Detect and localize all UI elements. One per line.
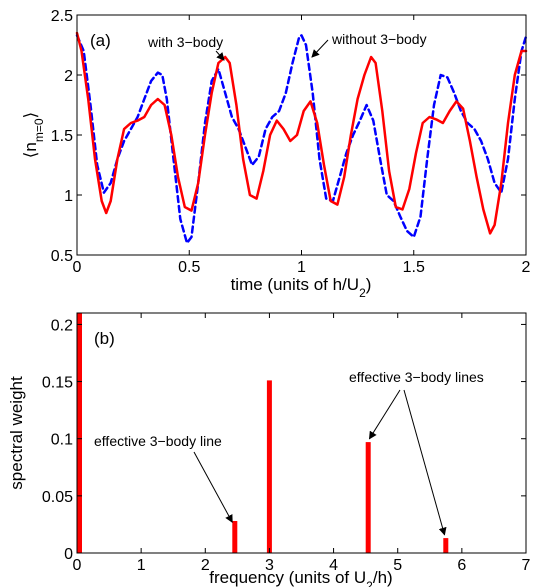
panel-b-ticks: 0 1 2 3 4 5 6 7 0 0.05 0.1 0.15 0.2 (42, 313, 531, 574)
panel-b-y-tick-label: 0.2 (51, 317, 73, 334)
spectral-bar (266, 380, 272, 553)
spectral-bar (365, 442, 371, 553)
spectral-bar (77, 313, 82, 553)
panel-a-label: (a) (90, 31, 111, 50)
panel-b-y-tick-label: 0 (64, 546, 73, 563)
panel-b-x-tick-label: 4 (329, 557, 338, 574)
series-without-3-body-line (75, 34, 528, 245)
panel-a-plot-area (75, 31, 528, 245)
annotation-effective-3-body-lines-arrow-1 (368, 389, 401, 440)
panel-a-y-tick-label: 2.5 (51, 8, 73, 25)
annotation-effective-3-body-lines: effective 3−body lines (349, 369, 484, 385)
panel-a-x-tick-label: 0.5 (178, 259, 200, 276)
panel-a-x-tick-label: 1.5 (403, 259, 425, 276)
panel-a-ticks: 0 0.5 1 1.5 20.511.522.5 (51, 8, 531, 276)
panel-b-x-tick-label: 3 (265, 557, 274, 574)
panel-b-y-axis-label: spectral weight (7, 376, 26, 490)
spectral-bar (443, 538, 449, 553)
annotation-without-3-body-arrow (311, 39, 329, 58)
panel-a-x-axis-label: time (units of h/U2) (231, 275, 372, 300)
annotation-with-3-body: with 3−body (147, 34, 223, 50)
panel-a-x-tick-label: 1 (297, 259, 306, 276)
spectral-bar (232, 521, 238, 553)
panel-b-x-tick-label: 1 (137, 557, 146, 574)
panel-a-y-tick-label: 1.5 (51, 128, 73, 145)
annotation-effective-3-body-line-arrow (193, 451, 233, 523)
panel-b-x-tick-label: 5 (393, 557, 402, 574)
panel-a-y-tick-label: 0.5 (51, 248, 73, 265)
annotation-effective-3-body-line: effective 3−body line (94, 433, 222, 449)
panel-a: 0 0.5 1 1.5 20.511.522.5 (a) with 3−body wit… (21, 8, 531, 300)
panel-b-y-tick-label: 0.05 (42, 489, 73, 506)
panel-b-x-tick-label: 6 (457, 557, 466, 574)
annotation-without-3-body: without 3−body (331, 31, 427, 47)
panel-a-frame (76, 14, 527, 256)
panel-a-y-axis-label: ⟨nm=0⟩ (21, 112, 46, 158)
panel-b-x-axis-label: frequency (units of U2/h) (209, 568, 392, 587)
panel-a-x-tick-label: 0 (73, 259, 82, 276)
panel-b-x-tick-label: 7 (522, 557, 531, 574)
panel-a-y-tick-label: 1 (64, 188, 73, 205)
panel-a-y-tick-label: 2 (64, 68, 73, 85)
panel-b-y-tick-label: 0.15 (42, 375, 73, 392)
panel-b-label: (b) (94, 329, 115, 348)
series-with-3-body-line (75, 31, 528, 235)
panel-b-plot-area (77, 313, 449, 553)
annotation-effective-3-body-lines-arrow-2 (403, 389, 447, 536)
panel-b: 0 1 2 3 4 5 6 7 0 0.05 0.1 0.15 0.2 (b) effective 3−… (7, 312, 531, 587)
annotation-with-3-body-arrow (215, 50, 225, 61)
panel-b-x-tick-label: 2 (201, 557, 210, 574)
panel-a-x-tick-label: 2 (522, 259, 531, 276)
panel-b-x-tick-label: 0 (73, 557, 82, 574)
panel-b-frame (76, 312, 527, 554)
panel-b-y-tick-label: 0.1 (51, 432, 73, 449)
